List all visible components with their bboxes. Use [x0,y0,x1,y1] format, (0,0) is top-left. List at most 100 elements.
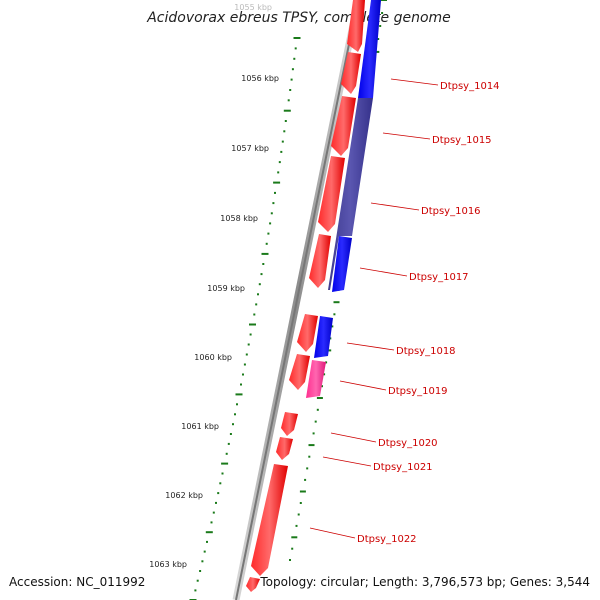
cds-reverse[interactable] [332,236,352,292]
track-dot [278,161,281,164]
track-dot [262,263,265,265]
track-dot [379,25,382,27]
track-dot [323,373,326,376]
gene-label-dtpsy-1018[interactable]: Dtpsy_1018 [396,346,456,357]
scale-tick [333,301,340,304]
track-dot [321,385,323,388]
track-dot [274,191,276,194]
track-dot [234,413,236,416]
track-dot [287,99,290,102]
track-dot [245,353,248,356]
track-dot [291,68,294,71]
scale-label-1057: 1057 kbp [231,144,269,153]
cds-forward[interactable] [347,0,365,52]
scale-label-1063: 1063 kbp [149,560,187,569]
scale-tick [283,109,291,112]
track-dot [236,403,238,406]
cds-overlap[interactable] [328,98,373,290]
gene-label-dtpsy-1021[interactable]: Dtpsy_1021 [373,462,433,473]
track-dot [312,432,315,435]
cds-reverse[interactable] [358,0,381,98]
cds-forward[interactable] [281,412,298,436]
gene-label-dtpsy-1022[interactable]: Dtpsy_1022 [357,534,417,545]
track-dot [291,547,294,550]
cds-forward[interactable] [297,314,318,352]
track-dot [290,78,293,81]
track-dot [284,120,287,122]
track-dot [304,478,307,481]
scale-tick [381,0,387,1]
scale-label-1060: 1060 kbp [194,353,232,362]
track-dot [217,492,220,495]
track-dot [293,57,296,60]
cds-forward[interactable] [289,354,310,390]
scale-tick [291,536,298,539]
track-dot [269,222,272,225]
track-dot [289,89,292,91]
scale-tick [308,444,315,447]
cds-forward[interactable] [309,234,331,288]
cds-forward[interactable] [251,464,288,576]
track-dot [265,242,268,245]
cds-forward[interactable] [341,52,361,94]
scale-tick [221,462,229,465]
track-dot [381,12,384,14]
track-dot [277,171,280,174]
track-dot [194,589,197,592]
genome-backbone [232,0,362,600]
scale-tick [235,393,243,396]
track-dot [297,513,300,516]
track-dot [255,303,258,306]
track-dot [199,570,202,572]
track-dot [247,343,250,346]
scale-label-1061: 1061 kbp [181,422,219,431]
track-dot [333,313,336,316]
track-dot [196,579,199,582]
track-dot [299,502,302,504]
track-dot [212,511,215,514]
gene-label-dtpsy-1015[interactable]: Dtpsy_1015 [432,135,492,146]
scale-label-partial: 1055 kbp [234,3,272,12]
track-dot [294,47,297,50]
track-dot [253,313,256,316]
track-dot [221,472,224,475]
cds-pink[interactable] [306,360,326,398]
cds-reverse[interactable] [314,316,333,358]
scale-tick [316,397,323,399]
track-dot [219,482,222,485]
forward-strand-cds [246,0,365,592]
track-dot [249,333,252,336]
scale-tick [273,181,281,184]
gene-label-dtpsy-1019[interactable]: Dtpsy_1019 [388,386,448,397]
gene-label-dtpsy-1017[interactable]: Dtpsy_1017 [409,272,469,283]
map-title: Acidovorax ebreus TPSY, complete genome [146,10,451,26]
track-dot [308,455,311,458]
cds-forward[interactable] [331,96,356,156]
scale-tick [293,37,301,39]
track-dot [203,550,206,553]
gene-label-dtpsy-1014[interactable]: Dtpsy_1014 [440,81,500,92]
track-dot [283,130,286,133]
scale-label-1056: 1056 kbp [241,74,279,83]
gene-label-dtpsy-1016[interactable]: Dtpsy_1016 [421,206,481,217]
track-dot [242,373,244,376]
cds-forward[interactable] [318,156,345,232]
track-dot [201,560,204,563]
track-dot [232,423,234,426]
scale-tick [249,323,256,326]
track-dot [240,383,242,386]
track-dot [377,38,380,40]
track-dot [280,150,283,153]
scale-label-1059: 1059 kbp [207,284,245,293]
track-dot [316,408,319,411]
track-dot [257,293,259,296]
track-dot [227,442,230,445]
gene-leader-lines [309,78,439,539]
track-dot [325,361,328,364]
gene-label-dtpsy-1020[interactable]: Dtpsy_1020 [378,438,438,449]
accession-text: Accession: NC_011992 [9,575,145,589]
gene-labels: Dtpsy_1014 Dtpsy_1015 Dtpsy_1016 Dtpsy_1… [357,81,500,545]
cds-forward[interactable] [246,577,260,592]
cds-forward[interactable] [276,437,293,460]
scale-tick [261,252,269,255]
